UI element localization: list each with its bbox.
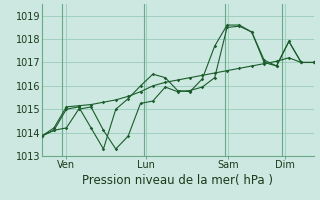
X-axis label: Pression niveau de la mer( hPa ): Pression niveau de la mer( hPa ) bbox=[82, 174, 273, 187]
